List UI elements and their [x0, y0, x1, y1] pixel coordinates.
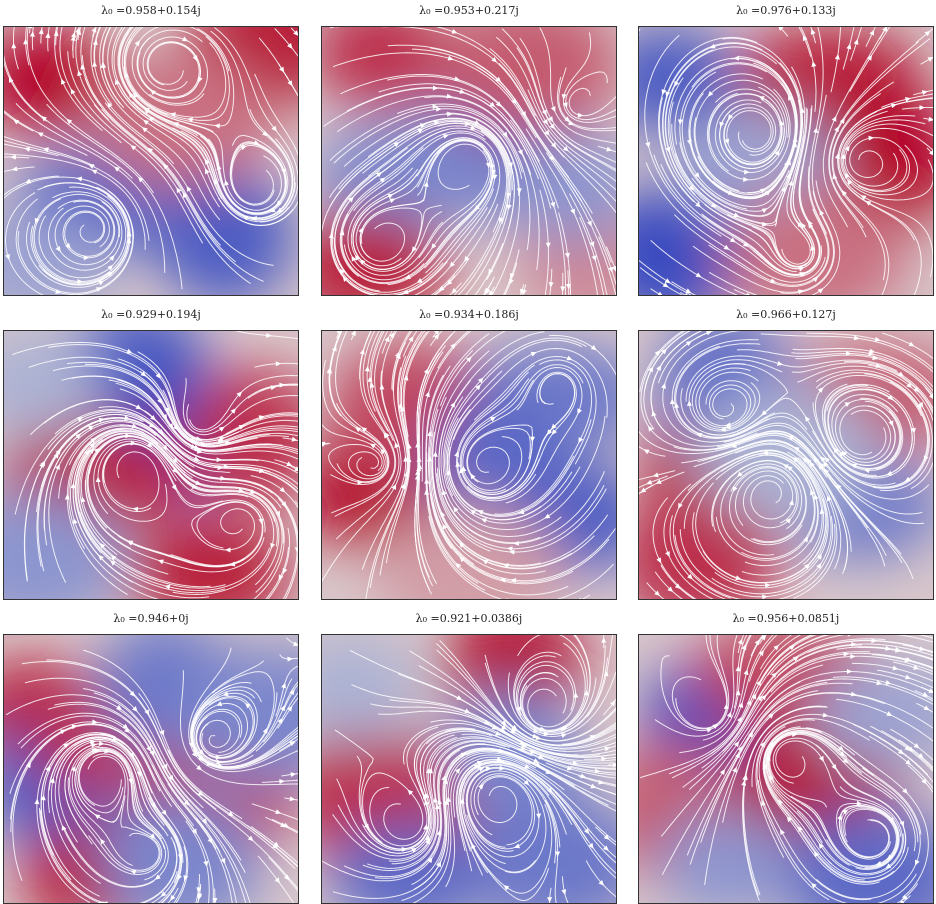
panel-3: λ₀ =0.976+0.133j	[638, 4, 934, 296]
streamplot-axes	[321, 634, 617, 904]
panel-7: λ₀ =0.946+0j	[3, 612, 299, 904]
panel-title: λ₀ =0.966+0.127j	[638, 308, 934, 321]
streamplot-axes	[638, 26, 934, 296]
panel-title: λ₀ =0.953+0.217j	[321, 4, 617, 17]
panel-9: λ₀ =0.956+0.0851j	[638, 612, 934, 904]
streamplot-axes	[321, 26, 617, 296]
streamplot-axes	[638, 330, 934, 600]
panel-title: λ₀ =0.946+0j	[3, 612, 299, 625]
panel-6: λ₀ =0.966+0.127j	[638, 308, 934, 600]
panel-title: λ₀ =0.956+0.0851j	[638, 612, 934, 625]
panel-title: λ₀ =0.921+0.0386j	[321, 612, 617, 625]
panel-2: λ₀ =0.953+0.217j	[321, 4, 617, 296]
panel-1: λ₀ =0.958+0.154j	[3, 4, 299, 296]
panel-title: λ₀ =0.934+0.186j	[321, 308, 617, 321]
streamplot-axes	[638, 634, 934, 904]
panel-title: λ₀ =0.976+0.133j	[638, 4, 934, 17]
panel-5: λ₀ =0.934+0.186j	[321, 308, 617, 600]
streamplot-axes	[321, 330, 617, 600]
panel-4: λ₀ =0.929+0.194j	[3, 308, 299, 600]
streamplot-axes	[3, 26, 299, 296]
panel-8: λ₀ =0.921+0.0386j	[321, 612, 617, 904]
panel-title: λ₀ =0.958+0.154j	[3, 4, 299, 17]
panel-title: λ₀ =0.929+0.194j	[3, 308, 299, 321]
streamplot-axes	[3, 330, 299, 600]
streamplot-axes	[3, 634, 299, 904]
